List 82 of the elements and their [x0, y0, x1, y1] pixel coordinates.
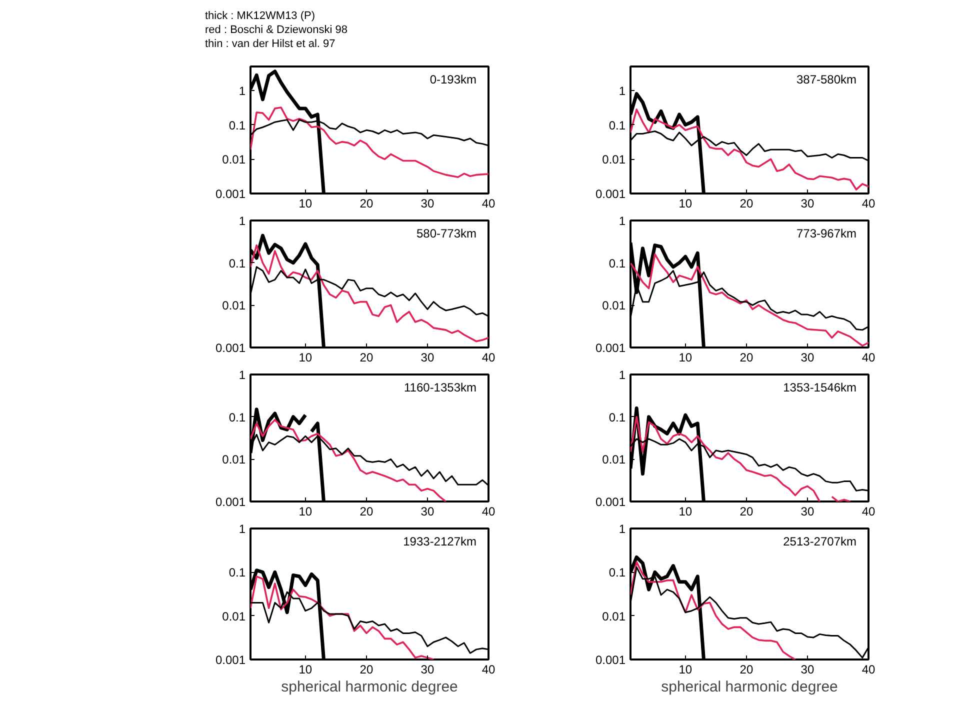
- x-tick-label: 20: [360, 350, 374, 364]
- text: 580-773km: [416, 226, 477, 240]
- y-tick-label: 0.1: [228, 118, 246, 132]
- y-tick-label: 0.001: [215, 653, 246, 667]
- y-tick-label: 0.1: [228, 566, 246, 580]
- x-tick-label: 10: [298, 350, 312, 364]
- y-tick-label: 1: [238, 368, 246, 382]
- y-tick-label: 0.001: [595, 653, 626, 667]
- x-tick-label: 10: [678, 662, 692, 676]
- x-tick-label: 10: [678, 196, 692, 210]
- x-tick-label: 20: [360, 504, 374, 518]
- line-series: [630, 253, 868, 347]
- y-tick-label: 1: [238, 522, 246, 536]
- x-axis-title: spherical harmonic degree: [661, 678, 838, 696]
- y-tick-label: 1: [618, 84, 626, 98]
- x-tick-label: 40: [482, 662, 496, 676]
- x-tick-label: 40: [862, 504, 876, 518]
- x-tick-label: 30: [420, 504, 434, 518]
- y-tick-label: 1: [238, 84, 246, 98]
- x-tick-label: 30: [420, 196, 434, 210]
- x-tick-label: 40: [482, 350, 496, 364]
- y-tick-label: 0.001: [595, 495, 626, 509]
- x-tick-label: 30: [800, 662, 814, 676]
- y-tick-label: 0.1: [228, 256, 246, 270]
- y-tick-label: 0.001: [595, 187, 626, 201]
- y-tick-label: 1: [238, 214, 246, 228]
- x-tick-label: 20: [740, 350, 754, 364]
- y-tick-label: 0.1: [608, 410, 626, 424]
- x-tick-label: 10: [678, 350, 692, 364]
- line-series: [250, 244, 488, 342]
- y-tick-label: 1: [618, 368, 626, 382]
- line-series: [630, 108, 868, 190]
- x-tick-label: 30: [420, 662, 434, 676]
- text: 0-193km: [430, 72, 477, 86]
- x-tick-label: 30: [800, 350, 814, 364]
- y-tick-label: 0.1: [608, 118, 626, 132]
- x-tick-label: 10: [298, 504, 312, 518]
- line-series: [250, 106, 488, 178]
- x-tick-label: 20: [360, 662, 374, 676]
- x-tick-label: 40: [862, 662, 876, 676]
- text: 1160-1353km: [404, 380, 477, 394]
- x-tick-label: 30: [800, 504, 814, 518]
- y-tick-label: 0.001: [215, 495, 246, 509]
- y-tick-label: 1: [618, 522, 626, 536]
- x-tick-label: 10: [678, 504, 692, 518]
- y-tick-label: 1: [618, 214, 626, 228]
- y-tick-label: 0.01: [602, 152, 626, 167]
- text: 2513-2707km: [783, 534, 857, 548]
- x-tick-label: 20: [740, 504, 754, 518]
- header: thick : MK12WM13 (P) red : Boschi & Dziewonski 98 thin : van der Hilst et al. 97: [204, 9, 348, 52]
- x-tick-label: 40: [482, 504, 496, 518]
- x-tick-label: 40: [482, 196, 496, 210]
- y-tick-label: 0.1: [228, 410, 246, 424]
- y-tick-label: 0.001: [215, 187, 246, 201]
- text: 1353-1546km: [783, 380, 857, 394]
- x-tick-label: 10: [298, 662, 312, 676]
- x-tick-label: 10: [298, 196, 312, 210]
- y-tick-label: 0.01: [602, 609, 626, 624]
- y-tick-label: 0.01: [222, 452, 246, 467]
- x-tick-label: 20: [360, 196, 374, 210]
- text: 387-580km: [796, 72, 857, 86]
- x-tick-label: 40: [862, 350, 876, 364]
- y-tick-label: 0.01: [222, 609, 246, 624]
- x-tick-label: 20: [740, 196, 754, 210]
- text: 1933-2127km: [403, 534, 477, 548]
- y-tick-label: 0.001: [595, 341, 626, 355]
- y-tick-label: 0.01: [222, 152, 246, 167]
- y-tick-label: 0.1: [608, 566, 626, 580]
- x-tick-label: 30: [420, 350, 434, 364]
- y-tick-label: 0.01: [602, 452, 626, 467]
- x-tick-label: 20: [740, 662, 754, 676]
- x-tick-label: 30: [800, 196, 814, 210]
- y-tick-label: 0.01: [602, 298, 626, 313]
- y-tick-label: 0.001: [215, 341, 246, 355]
- x-axis-title: spherical harmonic degree: [281, 678, 458, 696]
- y-tick-label: 0.1: [608, 256, 626, 270]
- text: 773-967km: [796, 226, 857, 240]
- line-series: [250, 418, 447, 502]
- y-tick-label: 0.01: [222, 298, 246, 313]
- line-series: [630, 561, 796, 660]
- line-series: [250, 576, 434, 660]
- x-tick-label: 40: [862, 196, 876, 210]
